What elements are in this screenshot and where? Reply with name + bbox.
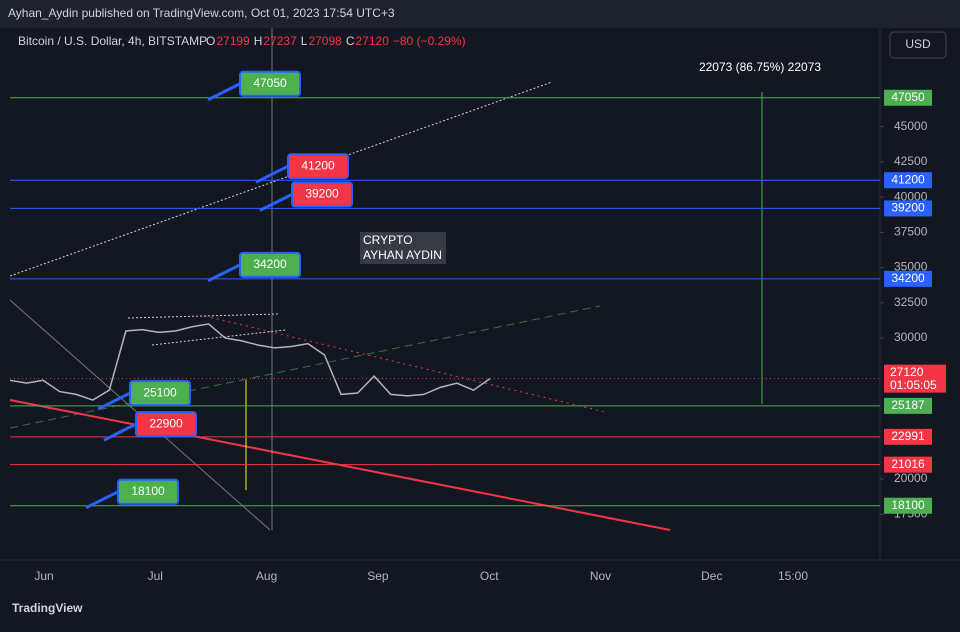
symbol-line: Bitcoin / U.S. Dollar, 4h, BITSTAMP O 271… (18, 34, 466, 48)
price-label-bg (884, 428, 932, 445)
callout-pointer (85, 490, 119, 510)
price-label: 18100 (891, 498, 925, 512)
channel (127, 313, 279, 319)
price-label: 34200 (891, 271, 925, 285)
price-label-bg (884, 172, 932, 189)
price-label-bg (884, 200, 932, 217)
y-tick-label: 30000 (894, 330, 928, 344)
ohlc-key: L (301, 34, 308, 48)
callout-box (129, 380, 191, 407)
x-tick-label: Aug (256, 569, 277, 583)
y-tick-label: 42500 (894, 154, 928, 168)
y-tick-label: 20000 (894, 471, 928, 485)
callout-label: 47050 (253, 76, 287, 90)
y-tick-label: 35000 (894, 260, 928, 274)
trend-line (204, 315, 606, 413)
callout-label: 22900 (149, 416, 183, 430)
watermark: CRYPTO (363, 233, 413, 247)
x-tick-label: Dec (701, 569, 722, 583)
callout-box (291, 181, 353, 208)
ohlc-key: O (206, 34, 215, 48)
x-tick-label: Oct (480, 569, 499, 583)
watermark: AYHAN AYDIN (363, 248, 442, 262)
price-label: 41200 (891, 172, 925, 186)
price-label: 25187 (891, 398, 925, 412)
x-tick-label: Jul (148, 569, 163, 583)
callout-label: 39200 (305, 187, 339, 201)
price-label-bg (884, 497, 932, 514)
x-tick-label: Jun (34, 569, 53, 583)
symbol: Bitcoin / U.S. Dollar, 4h, BITSTAMP (18, 34, 207, 48)
x-tick-label: Sep (367, 569, 389, 583)
callout-pointer (97, 391, 131, 411)
currency[interactable]: USD (905, 37, 931, 51)
price-label-bg (884, 397, 932, 414)
ohlc-value: 27120 (356, 34, 390, 48)
top-bar (0, 0, 960, 28)
price-line (9, 323, 491, 401)
y-tick-label: 45000 (894, 119, 928, 133)
callout-pointer (207, 263, 241, 283)
last-price-bg (884, 364, 946, 393)
price-label-bg (884, 270, 932, 287)
last-price: 27120 (890, 365, 924, 379)
callout-label: 18100 (131, 484, 165, 498)
x-tick-label: 15:00 (778, 569, 808, 583)
callout-box (117, 478, 179, 505)
ohlc-key: H (254, 34, 263, 48)
callout-pointer (207, 82, 241, 102)
ohlc-value: 27237 (263, 34, 297, 48)
callout-box (239, 70, 301, 97)
callout-box (287, 153, 349, 180)
price-label: 39200 (891, 201, 925, 215)
callout-box (239, 251, 301, 278)
currency-button[interactable] (889, 31, 947, 59)
price-label-bg (884, 89, 932, 106)
y-tick-label: 37500 (894, 225, 928, 239)
publisher: Ayhan_Aydin published on TradingView.com… (8, 6, 395, 20)
price-label: 47050 (891, 90, 925, 104)
trend-line (9, 305, 601, 429)
callout-label: 41200 (301, 158, 335, 172)
callout-pointer (255, 164, 289, 184)
price-label: 21016 (891, 457, 925, 471)
callout-label: 34200 (253, 257, 287, 271)
price-label: 22991 (891, 429, 925, 443)
y-tick-label: 32500 (894, 295, 928, 309)
ohlc-value: 27199 (216, 34, 250, 48)
callout-label: 25100 (143, 385, 177, 399)
ohlc-key: C (346, 34, 355, 48)
countdown: 01:05:05 (890, 378, 937, 392)
callout-pointer (103, 422, 137, 442)
brand: TradingView (12, 601, 83, 615)
callout-pointer (259, 193, 293, 212)
callout-box (135, 411, 197, 438)
x-tick-label: Nov (590, 569, 611, 583)
ohlc-value: 27098 (308, 34, 342, 48)
watermark-box (360, 232, 446, 264)
price-label-bg (884, 456, 932, 473)
measure-label: 22073 (86.75%) 22073 (699, 60, 821, 74)
y-tick-label: 40000 (894, 189, 928, 203)
change: −80 (−0.29%) (393, 34, 466, 48)
